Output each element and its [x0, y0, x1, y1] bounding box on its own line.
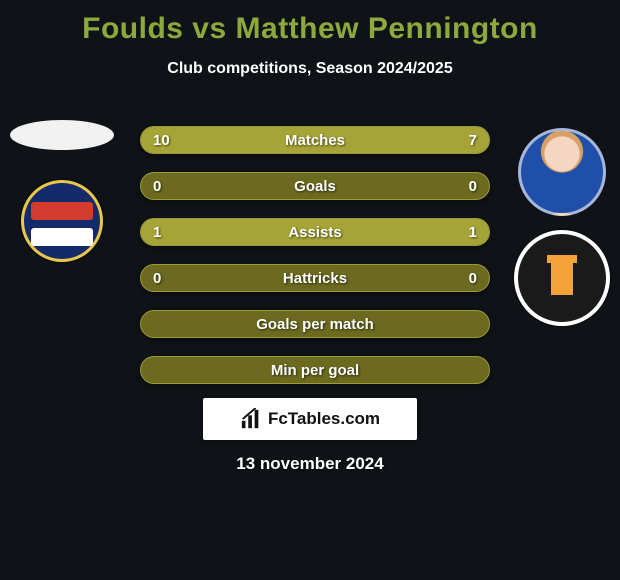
stat-label: Goals per match: [141, 311, 489, 337]
stat-bars: 10Matches70Goals01Assists10Hattricks0Goa…: [140, 126, 490, 384]
stat-bar: 0Hattricks0: [140, 264, 490, 292]
player2-club-badge: [514, 230, 610, 326]
site-logo-text: FcTables.com: [268, 409, 380, 429]
player2-avatar: [518, 128, 606, 216]
stat-value-right: 7: [469, 127, 477, 153]
stat-value-right: 0: [469, 265, 477, 291]
player1-column: [10, 120, 114, 262]
stat-label: Hattricks: [141, 265, 489, 291]
player2-column: [514, 128, 610, 326]
stat-value-right: 0: [469, 173, 477, 199]
stat-bar: 10Matches7: [140, 126, 490, 154]
subtitle: Club competitions, Season 2024/2025: [0, 60, 620, 78]
stat-label: Matches: [141, 127, 489, 153]
stat-label: Assists: [141, 219, 489, 245]
stat-label: Min per goal: [141, 357, 489, 383]
date-label: 13 november 2024: [0, 454, 620, 474]
stat-bar: 0Goals0: [140, 172, 490, 200]
site-logo[interactable]: FcTables.com: [203, 398, 417, 440]
comparison-card: Foulds vs Matthew Pennington Club compet…: [0, 0, 620, 580]
stat-bar: Min per goal: [140, 356, 490, 384]
club2-tower-icon: [551, 261, 573, 295]
stat-value-right: 1: [469, 219, 477, 245]
player1-avatar: [10, 120, 114, 150]
stat-label: Goals: [141, 173, 489, 199]
chart-icon: [240, 408, 262, 430]
page-title: Foulds vs Matthew Pennington: [0, 12, 620, 46]
stat-bar: 1Assists1: [140, 218, 490, 246]
player1-club-badge: [21, 180, 103, 262]
stat-bar: Goals per match: [140, 310, 490, 338]
